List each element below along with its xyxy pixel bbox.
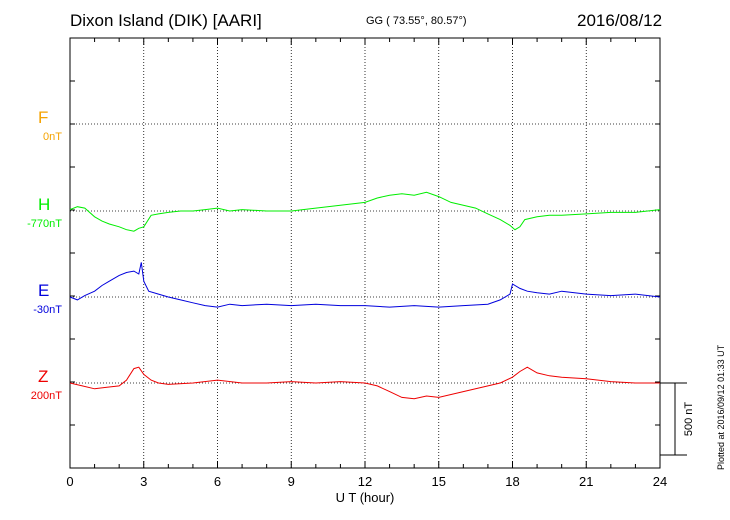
plotted-at-note: Plotted at 2016/09/12 01:33 UT <box>716 344 726 470</box>
coordinates-label: GG ( 73.55°, 80.57°) <box>366 15 467 27</box>
plot-frame <box>69 37 661 469</box>
series-baseline-label: 200nT <box>31 390 62 402</box>
series-baseline-label: 0nT <box>43 131 62 143</box>
series-name-label: E <box>38 281 49 300</box>
x-tick-label: 18 <box>505 474 519 489</box>
series-baseline-label: -770nT <box>27 218 62 230</box>
series-name-label: Z <box>38 367 48 386</box>
series-baseline-label: -30nT <box>33 304 62 316</box>
x-tick-label: 9 <box>288 474 295 489</box>
x-tick-label: 0 <box>66 474 73 489</box>
x-tick-label: 21 <box>579 474 593 489</box>
series-line-E <box>69 262 661 308</box>
x-tick-label: 15 <box>432 474 446 489</box>
x-tick-label: 24 <box>653 474 667 489</box>
series-line-Z <box>69 366 660 400</box>
x-tick-label: 6 <box>214 474 221 489</box>
station-title: Dixon Island (DIK) [AARI] <box>70 11 262 30</box>
series-line-H <box>69 191 661 232</box>
date-label: 2016/08/12 <box>577 11 663 30</box>
scale-bar-label: 500 nT <box>683 402 695 437</box>
series-name-label: H <box>38 195 50 214</box>
x-axis-label: U T (hour) <box>336 490 395 505</box>
x-tick-label: 3 <box>140 474 147 489</box>
x-tick-label: 12 <box>358 474 372 489</box>
series-name-label: F <box>38 108 48 127</box>
